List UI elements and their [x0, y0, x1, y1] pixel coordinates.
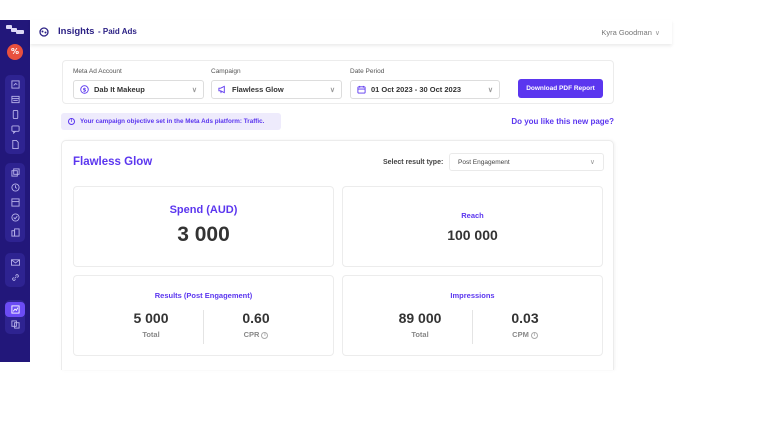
impressions-cpm: 0.03 — [511, 310, 539, 326]
impressions-card: Impressions 89 000 Total 0.03 CPM i — [342, 275, 603, 356]
info-icon: i — [68, 118, 75, 125]
insights-brain-icon — [39, 27, 49, 37]
feedback-link[interactable]: Do you like this new page? — [511, 117, 614, 126]
buildings-icon[interactable] — [5, 225, 25, 240]
check-circle-icon[interactable] — [5, 210, 25, 225]
page-subtitle: - Paid Ads — [98, 27, 137, 36]
history-icon[interactable] — [5, 180, 25, 195]
results-total: 5 000 — [133, 310, 169, 326]
reach-value: 100 000 — [447, 227, 498, 243]
download-pdf-button[interactable]: Download PDF Report — [518, 79, 603, 98]
account-value: Dab It Makeup — [94, 85, 145, 94]
chevron-down-icon: ∨ — [487, 86, 493, 94]
info-icon[interactable]: i — [261, 331, 269, 339]
result-type-select[interactable]: Post Engagement ∨ — [449, 153, 604, 171]
results-title: Results (Post Engagement) — [154, 291, 253, 300]
chevron-down-icon: ∨ — [654, 30, 660, 37]
mobile-icon[interactable] — [5, 107, 25, 122]
spend-value: 3 000 — [177, 223, 230, 246]
archive-icon[interactable] — [5, 195, 25, 210]
copy-icon[interactable] — [5, 317, 25, 332]
user-name: Kyra Goodman — [601, 28, 652, 37]
account-select[interactable]: $ Dab It Makeup ∨ — [73, 80, 204, 99]
campaign-select[interactable]: Flawless Glow ∨ — [211, 80, 342, 99]
calendar-list-icon[interactable] — [5, 92, 25, 107]
chevron-down-icon: ∨ — [191, 86, 197, 94]
impressions-title: Impressions — [450, 291, 495, 300]
impressions-total-label: Total — [411, 330, 429, 339]
result-type-label: Select result type: — [383, 159, 444, 166]
chat-icon[interactable] — [5, 122, 25, 137]
dollar-icon: $ — [80, 85, 89, 94]
divider — [472, 310, 473, 344]
impressions-total: 89 000 — [398, 310, 442, 326]
sidebar-group-2 — [5, 163, 25, 242]
cpr-label: CPR — [243, 330, 260, 339]
filter-panel: Meta Ad Account $ Dab It Makeup ∨ Campai… — [62, 60, 614, 104]
result-type-value: Post Engagement — [458, 158, 510, 166]
date-period-select[interactable]: 01 Oct 2023 - 30 Oct 2023 ∨ — [350, 80, 500, 99]
link-icon[interactable] — [5, 270, 25, 285]
layers-icon[interactable] — [5, 165, 25, 180]
chevron-down-icon: ∨ — [589, 159, 595, 166]
date-label: Date Period — [350, 68, 385, 75]
sidebar: % — [0, 20, 30, 362]
campaign-value: Flawless Glow — [232, 85, 284, 94]
results-card: Results (Post Engagement) 5 000 Total 0.… — [73, 275, 334, 356]
calendar-icon — [357, 85, 366, 94]
reach-title: Reach — [461, 211, 484, 220]
results-cpr: 0.60 — [242, 310, 270, 326]
user-menu[interactable]: Kyra Goodman ∨ — [601, 28, 660, 37]
top-header: Insights - Paid Ads Kyra Goodman ∨ — [30, 20, 672, 44]
campaign-card: Flawless Glow Select result type: Post E… — [61, 140, 614, 370]
spend-title: Spend (AUD) — [169, 204, 238, 216]
divider — [203, 310, 204, 344]
cpm-label: CPM — [512, 330, 529, 339]
report-icon[interactable] — [5, 77, 25, 92]
sidebar-group-1 — [5, 75, 25, 154]
reach-card: Reach 100 000 — [342, 186, 603, 267]
svg-text:$: $ — [83, 88, 87, 94]
mail-icon[interactable] — [5, 255, 25, 270]
megaphone-icon — [218, 85, 225, 94]
account-label: Meta Ad Account — [73, 68, 122, 75]
document-icon[interactable] — [5, 137, 25, 152]
sidebar-group-4 — [5, 300, 25, 334]
info-icon[interactable]: i — [530, 331, 538, 339]
campaign-title: Flawless Glow — [73, 156, 153, 168]
banner-text: Your campaign objective set in the Meta … — [80, 118, 265, 125]
sidebar-group-3 — [5, 253, 25, 287]
insights-icon[interactable] — [5, 302, 25, 317]
page-title: Insights — [58, 26, 95, 37]
results-total-label: Total — [142, 330, 160, 339]
profile-avatar-icon[interactable]: % — [7, 44, 23, 60]
date-value: 01 Oct 2023 - 30 Oct 2023 — [371, 85, 462, 94]
spend-card: Spend (AUD) 3 000 — [73, 186, 334, 267]
chevron-down-icon: ∨ — [329, 86, 335, 94]
objective-banner: i Your campaign objective set in the Met… — [61, 113, 281, 130]
brand-logo-icon[interactable] — [5, 24, 25, 36]
campaign-label: Campaign — [211, 68, 241, 75]
